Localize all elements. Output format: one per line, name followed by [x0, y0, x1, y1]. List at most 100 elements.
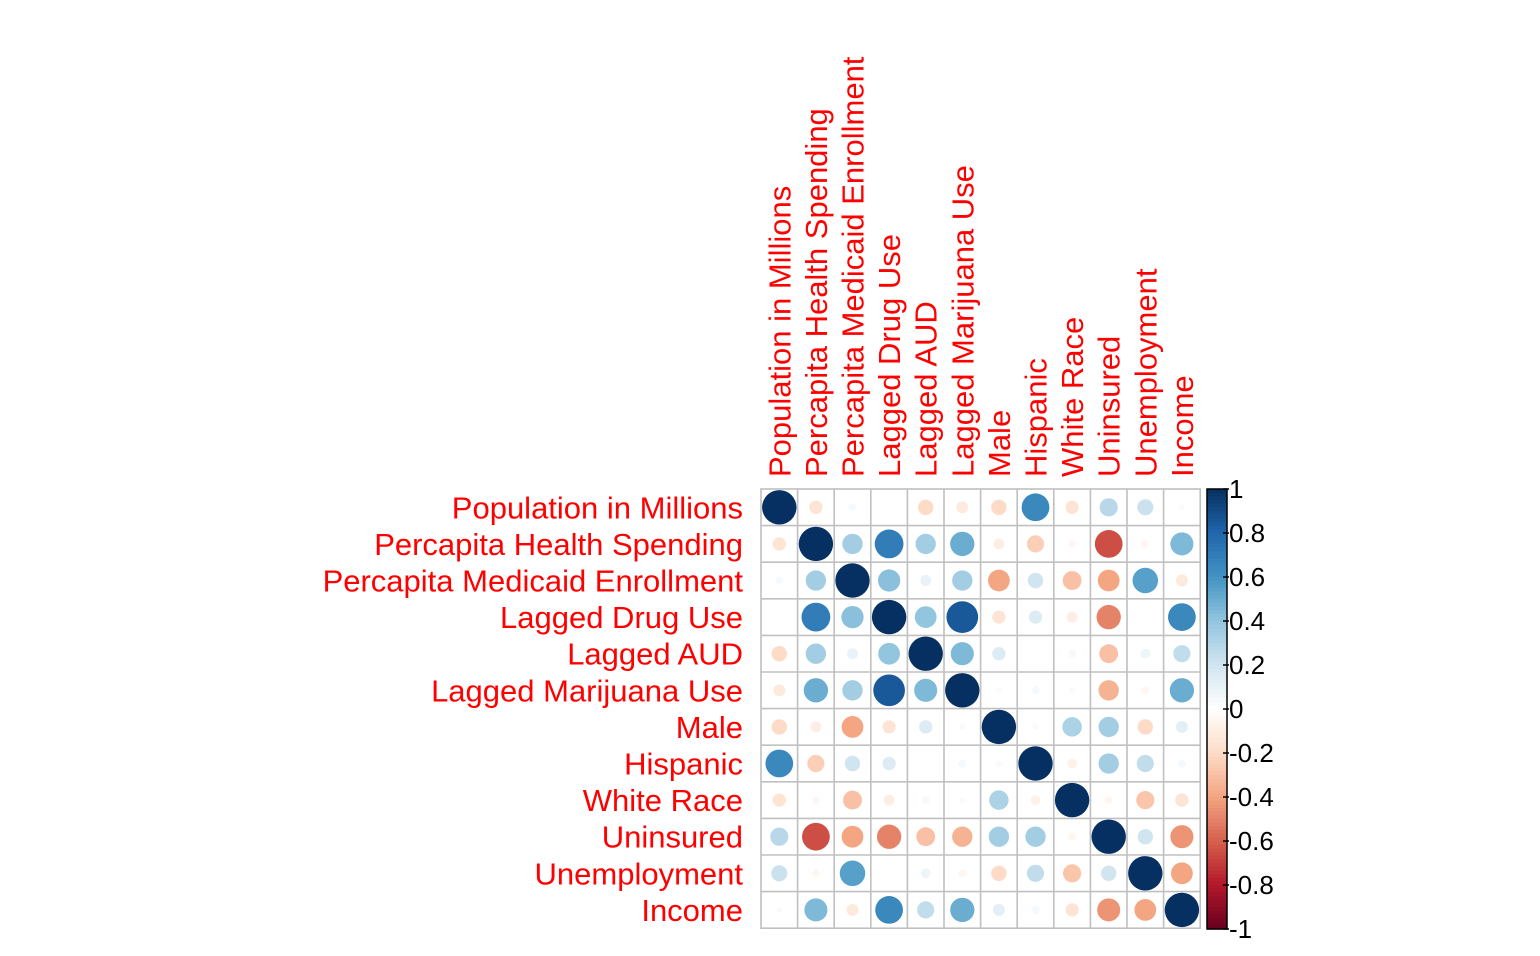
colorbar-segment	[1207, 727, 1227, 732]
corr-circle-9-6	[988, 826, 1010, 847]
colorbar-segment	[1207, 731, 1227, 736]
corr-circle-9-10	[1137, 829, 1153, 845]
colorbar-segment	[1207, 852, 1227, 857]
colorbar-segment	[1207, 595, 1227, 600]
row-label: Unemployment	[535, 856, 744, 891]
colorbar-segment	[1207, 657, 1227, 662]
corr-circle-10-10	[1128, 856, 1163, 891]
colorbar-segment	[1207, 672, 1227, 677]
corr-circle-7-2	[844, 755, 861, 772]
row-label: Percapita Health Spending	[374, 527, 743, 562]
corr-circle-0-8	[1065, 500, 1079, 514]
corr-circle-0-0	[762, 490, 797, 525]
corr-circle-4-5	[950, 642, 974, 666]
colorbar-segment	[1207, 716, 1227, 721]
corr-circle-11-8	[1065, 903, 1079, 917]
colorbar-segment	[1207, 632, 1227, 637]
colorbar-segment	[1207, 650, 1227, 655]
column-label: Income	[1165, 375, 1200, 477]
colorbar-tick-label: 0.8	[1229, 518, 1265, 548]
colorbar-segment	[1207, 522, 1227, 527]
corr-circle-6-0	[771, 719, 787, 735]
colorbar-segment	[1207, 881, 1227, 886]
corr-circle-1-5	[950, 531, 975, 557]
corr-circle-7-5	[958, 759, 967, 768]
corr-circle-5-0	[773, 684, 786, 697]
colorbar-segment	[1207, 591, 1227, 596]
corr-circle-3-3	[871, 599, 907, 635]
corr-circle-8-7	[1030, 795, 1041, 805]
corr-circle-5-11	[1169, 678, 1195, 703]
corr-circle-7-7	[1018, 746, 1053, 781]
corr-circle-11-9	[1097, 898, 1121, 922]
corr-circle-0-7	[1021, 493, 1050, 522]
colorbar-segment	[1207, 687, 1227, 692]
corr-circle-8-4	[921, 796, 930, 804]
corr-circle-8-9	[1104, 796, 1113, 804]
row-label: Lagged Drug Use	[500, 600, 743, 635]
colorbar-segment	[1207, 712, 1227, 717]
corr-circle-6-6	[981, 709, 1017, 745]
circle-layer	[762, 490, 1200, 928]
colorbar-tick-label: -1	[1229, 914, 1252, 944]
colorbar-segment	[1207, 749, 1227, 754]
colorbar-segment	[1207, 771, 1227, 776]
corr-circle-3-11	[1168, 603, 1196, 631]
corr-circle-0-6	[991, 499, 1007, 515]
colorbar: 1 0.8 0.6 0.4 0.2 0 -0.2 -0.4 -0.6 -0.8 -1	[1206, 474, 1274, 944]
column-label: Percapita Health Spending	[799, 108, 834, 477]
colorbar-tick-label: -0.2	[1229, 738, 1274, 768]
corr-circle-2-5	[952, 570, 973, 591]
corr-circle-4-10	[1140, 648, 1151, 659]
colorbar-segment	[1207, 562, 1227, 567]
corr-circle-10-5	[958, 869, 967, 878]
corr-circle-3-5	[946, 601, 979, 633]
corr-circle-5-4	[914, 678, 938, 702]
colorbar-segment	[1207, 690, 1227, 695]
row-label: Lagged AUD	[567, 637, 743, 672]
colorbar-segment	[1207, 797, 1227, 802]
corr-circle-5-3	[873, 674, 905, 707]
colorbar-segment	[1207, 610, 1227, 615]
colorbar-segment	[1207, 855, 1227, 860]
corr-circle-2-11	[1175, 574, 1188, 587]
colorbar-segment	[1207, 518, 1227, 523]
colorbar-segment	[1207, 599, 1227, 604]
corr-circle-1-9	[1094, 530, 1123, 558]
corr-circle-4-11	[1173, 645, 1191, 663]
corr-circle-1-4	[915, 533, 936, 555]
corr-circle-4-3	[878, 642, 900, 665]
corr-circle-11-1	[804, 898, 828, 922]
corr-circle-7-8	[1067, 758, 1077, 769]
column-label: Unemployment	[1128, 268, 1163, 477]
corr-circle-6-11	[1175, 720, 1188, 733]
column-label: Male	[982, 410, 1017, 477]
corr-circle-6-9	[1098, 716, 1119, 738]
corr-circle-9-7	[1025, 826, 1046, 847]
column-labels: Population in Millions Percapita Health S…	[762, 56, 1200, 477]
grid-layer	[760, 488, 1202, 930]
colorbar-segment	[1207, 892, 1227, 897]
corr-circle-1-7	[1026, 535, 1045, 553]
colorbar-segment	[1207, 738, 1227, 743]
colorbar-segment	[1207, 819, 1227, 824]
colorbar-segment	[1207, 709, 1227, 714]
colorbar-segment	[1207, 877, 1227, 882]
colorbar-segment	[1207, 529, 1227, 534]
colorbar-segment	[1207, 786, 1227, 791]
corr-circle-8-1	[812, 796, 820, 804]
corr-circle-2-0	[775, 576, 784, 585]
colorbar-segment	[1207, 874, 1227, 879]
colorbar-segment	[1207, 580, 1227, 585]
corr-circle-2-6	[988, 569, 1010, 592]
corr-circle-3-7	[1028, 610, 1043, 624]
corr-circle-7-3	[882, 756, 896, 771]
corr-circle-8-0	[772, 793, 786, 807]
colorbar-segment	[1207, 492, 1227, 497]
colorbar-segment	[1207, 753, 1227, 758]
corr-circle-8-5	[959, 797, 966, 804]
colorbar-segment	[1207, 918, 1227, 923]
